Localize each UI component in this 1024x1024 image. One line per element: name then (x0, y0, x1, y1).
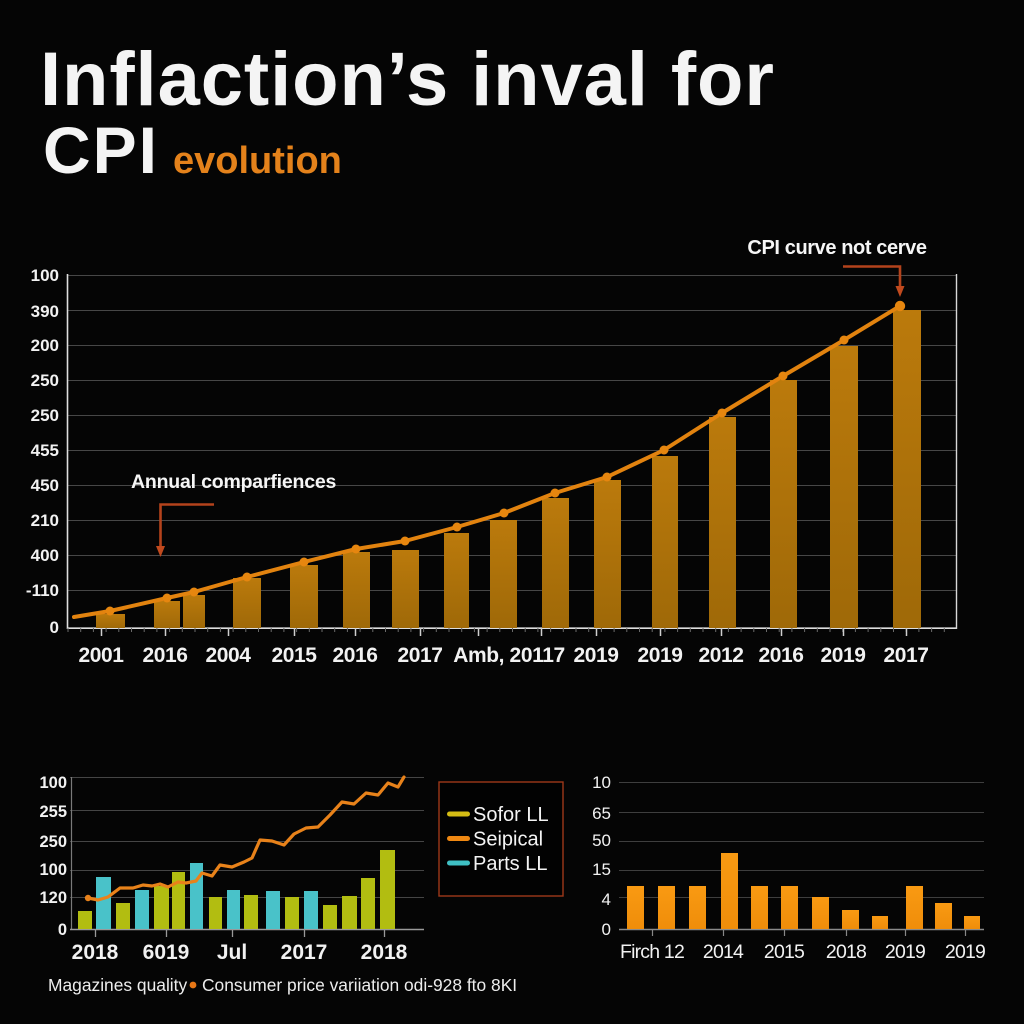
svg-text:2004: 2004 (205, 644, 251, 667)
svg-text:255: 255 (39, 803, 67, 821)
svg-text:2019: 2019 (637, 644, 682, 667)
svg-text:Annual comparfiences: Annual comparfiences (131, 471, 336, 493)
svg-text:50: 50 (592, 831, 611, 850)
svg-text:Seipical: Seipical (473, 829, 543, 851)
svg-text:2016: 2016 (758, 644, 803, 667)
svg-text:2019: 2019 (945, 941, 985, 963)
svg-text:Parts LL: Parts LL (473, 853, 547, 875)
svg-text:65: 65 (592, 804, 611, 823)
svg-text:2019: 2019 (820, 644, 865, 667)
svg-text:2018: 2018 (826, 941, 866, 963)
svg-text:250: 250 (39, 833, 67, 851)
svg-text:2015: 2015 (271, 644, 317, 667)
svg-text:250: 250 (31, 406, 59, 425)
svg-text:2014: 2014 (703, 941, 744, 963)
svg-text:2015: 2015 (764, 941, 805, 963)
svg-text:CPI: CPI (43, 113, 159, 187)
svg-text:4: 4 (602, 890, 611, 909)
svg-text:Sofor LL: Sofor LL (473, 804, 549, 826)
svg-text:evolution: evolution (173, 140, 342, 182)
svg-text:120: 120 (39, 889, 67, 907)
svg-text:2012: 2012 (698, 644, 743, 667)
svg-text:Magazines quality: Magazines quality (48, 975, 188, 995)
svg-text:450: 450 (31, 476, 59, 495)
svg-text:200: 200 (31, 336, 59, 355)
svg-text:2001: 2001 (78, 644, 124, 667)
svg-text:2017: 2017 (883, 644, 928, 667)
svg-text:Jul: Jul (217, 941, 247, 964)
svg-text:Consumer price variiation odi-: Consumer price variiation odi-928 fto 8K… (202, 975, 517, 995)
svg-text:0: 0 (50, 618, 59, 637)
svg-text:210: 210 (31, 511, 59, 530)
svg-text:CPI curve not cerve: CPI curve not cerve (747, 237, 926, 259)
svg-text:2017: 2017 (397, 644, 442, 667)
svg-text:Inflaction’s inval for: Inflaction’s inval for (40, 37, 775, 122)
svg-text:2018: 2018 (72, 941, 119, 964)
svg-text:2019: 2019 (573, 644, 618, 667)
svg-text:Firch 12: Firch 12 (620, 941, 684, 963)
svg-text:0: 0 (602, 920, 611, 939)
svg-text:2016: 2016 (142, 644, 187, 667)
svg-text:390: 390 (31, 302, 59, 321)
svg-text:100: 100 (31, 266, 59, 285)
svg-text:2018: 2018 (361, 941, 408, 964)
svg-text:Amb, 20117: Amb, 20117 (453, 644, 565, 667)
svg-text:0: 0 (58, 921, 67, 939)
svg-text:100: 100 (39, 861, 67, 879)
svg-text:-110: -110 (26, 581, 59, 600)
svg-text:250: 250 (31, 371, 59, 390)
svg-text:2016: 2016 (332, 644, 377, 667)
svg-text:10: 10 (592, 773, 611, 792)
svg-text:2019: 2019 (885, 941, 925, 963)
svg-text:100: 100 (39, 774, 67, 792)
svg-text:6019: 6019 (143, 941, 190, 964)
svg-text:15: 15 (592, 860, 611, 879)
svg-text:455: 455 (31, 441, 59, 460)
svg-text:2017: 2017 (281, 941, 328, 964)
svg-text:400: 400 (31, 546, 59, 565)
